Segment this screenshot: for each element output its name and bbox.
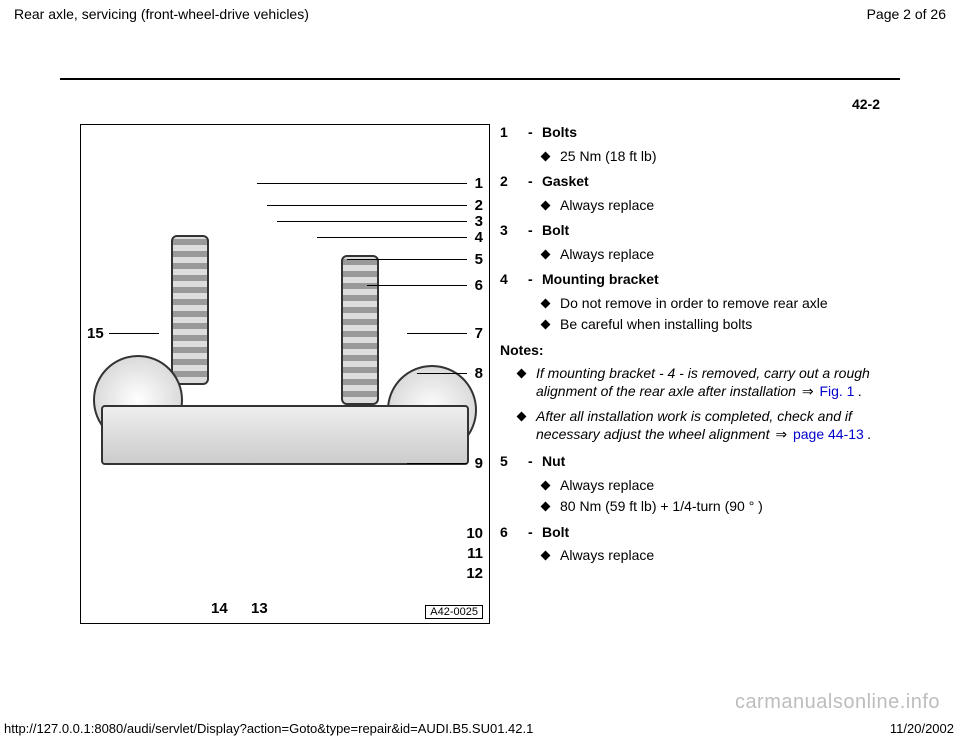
- document-title: Rear axle, servicing (front-wheel-drive …: [14, 6, 309, 22]
- item-separator: -: [528, 453, 542, 471]
- item-sublist: Always replace: [542, 197, 890, 215]
- page-counter: Page 2 of 26: [867, 6, 946, 22]
- item-sublist: Always replace 80 Nm (59 ft lb) + 1/4-tu…: [542, 477, 890, 516]
- item-title: Bolts: [542, 124, 577, 142]
- item-subpoint: 25 Nm (18 ft lb): [542, 148, 890, 166]
- item-title: Gasket: [542, 173, 589, 191]
- parts-item: 1 - Bolts: [500, 124, 890, 142]
- notes-text: .: [868, 426, 872, 442]
- callout-2: 2: [475, 197, 483, 214]
- callout-11: 11: [467, 545, 483, 562]
- figure-link[interactable]: Fig. 1: [819, 383, 854, 399]
- lead-line: [317, 237, 467, 238]
- parts-item: 6 - Bolt: [500, 524, 890, 542]
- item-sublist: 25 Nm (18 ft lb): [542, 148, 890, 166]
- page-root: Rear axle, servicing (front-wheel-drive …: [0, 0, 960, 742]
- watermark: carmanualsonline.info: [735, 691, 940, 714]
- figure-id: A42-0025: [425, 605, 483, 619]
- diagram-strut-left: [171, 235, 209, 385]
- callout-5: 5: [475, 251, 483, 268]
- item-title: Nut: [542, 453, 565, 471]
- page-link[interactable]: page 44-13: [793, 426, 864, 442]
- callout-10: 10: [466, 525, 483, 542]
- item-subpoint: Always replace: [542, 197, 890, 215]
- lead-line: [109, 333, 159, 334]
- notes-entry: After all installation work is completed…: [518, 408, 890, 443]
- item-number: 6: [500, 524, 528, 542]
- item-title: Bolt: [542, 524, 569, 542]
- lead-line: [277, 221, 467, 222]
- callout-3: 3: [475, 213, 483, 230]
- item-separator: -: [528, 124, 542, 142]
- callout-12: 12: [466, 565, 483, 582]
- content-area: 1 2 3 4 5 6 7 8 9 10 11 12 13 14 15: [80, 124, 890, 682]
- item-number: 3: [500, 222, 528, 240]
- item-number: 1: [500, 124, 528, 142]
- parts-item: 5 - Nut: [500, 453, 890, 471]
- item-subpoint: 80 Nm (59 ft lb) + 1/4-turn (90 ° ): [542, 498, 890, 516]
- exploded-diagram: 1 2 3 4 5 6 7 8 9 10 11 12 13 14 15: [80, 124, 490, 624]
- parts-item: 2 - Gasket: [500, 173, 890, 191]
- lead-line: [257, 183, 467, 184]
- notes-text: .: [858, 383, 862, 399]
- item-separator: -: [528, 271, 542, 289]
- lead-line: [407, 463, 467, 464]
- item-subpoint: Be careful when installing bolts: [542, 316, 890, 334]
- item-subpoint: Do not remove in order to remove rear ax…: [542, 295, 890, 313]
- parts-item: 3 - Bolt: [500, 222, 890, 240]
- horizontal-rule: [60, 78, 900, 80]
- callout-8: 8: [475, 365, 483, 382]
- notes-heading: Notes:: [500, 342, 890, 360]
- item-sublist: Do not remove in order to remove rear ax…: [542, 295, 890, 334]
- item-subpoint: Always replace: [542, 246, 890, 264]
- callout-9: 9: [475, 455, 483, 472]
- section-number: 42-2: [852, 96, 880, 112]
- item-title: Bolt: [542, 222, 569, 240]
- item-separator: -: [528, 222, 542, 240]
- lead-line: [347, 259, 467, 260]
- callout-1: 1: [475, 175, 483, 192]
- item-number: 5: [500, 453, 528, 471]
- footer-date: 11/20/2002: [890, 721, 954, 736]
- lead-line: [367, 285, 467, 286]
- item-number: 4: [500, 271, 528, 289]
- arrow-icon: ⇒: [773, 426, 789, 442]
- notes-entry: If mounting bracket - 4 - is removed, ca…: [518, 365, 890, 400]
- item-separator: -: [528, 173, 542, 191]
- callout-7: 7: [475, 325, 483, 342]
- notes-list: If mounting bracket - 4 - is removed, ca…: [518, 365, 890, 443]
- text-column: 1 - Bolts 25 Nm (18 ft lb) 2 - Gasket Al…: [500, 124, 890, 682]
- page-footer: http://127.0.0.1:8080/audi/servlet/Displ…: [4, 721, 954, 736]
- item-title: Mounting bracket: [542, 271, 659, 289]
- arrow-icon: ⇒: [800, 383, 816, 399]
- item-subpoint: Always replace: [542, 477, 890, 495]
- page-header: Rear axle, servicing (front-wheel-drive …: [14, 6, 946, 22]
- item-sublist: Always replace: [542, 547, 890, 565]
- item-number: 2: [500, 173, 528, 191]
- callout-13: 13: [251, 600, 268, 617]
- item-sublist: Always replace: [542, 246, 890, 264]
- diagram-strut-right: [341, 255, 379, 405]
- lead-line: [417, 373, 467, 374]
- parts-item: 4 - Mounting bracket: [500, 271, 890, 289]
- footer-url: http://127.0.0.1:8080/audi/servlet/Displ…: [4, 721, 533, 736]
- item-subpoint: Always replace: [542, 547, 890, 565]
- callout-15: 15: [87, 325, 104, 342]
- callout-14: 14: [211, 600, 228, 617]
- lead-line: [407, 333, 467, 334]
- lead-line: [267, 205, 467, 206]
- figure-column: 1 2 3 4 5 6 7 8 9 10 11 12 13 14 15: [80, 124, 500, 682]
- diagram-axle-beam: [101, 405, 469, 465]
- item-separator: -: [528, 524, 542, 542]
- callout-6: 6: [475, 277, 483, 294]
- callout-4: 4: [475, 229, 483, 246]
